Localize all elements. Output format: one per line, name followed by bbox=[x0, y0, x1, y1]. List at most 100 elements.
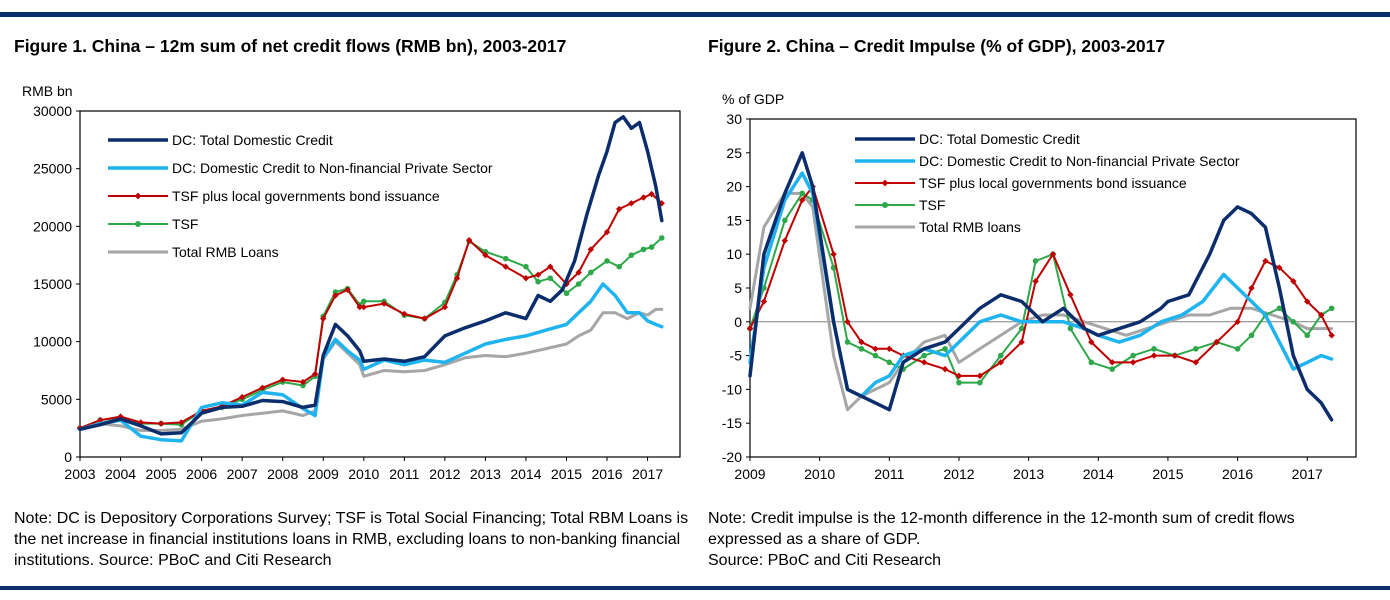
data-point-tsf bbox=[977, 379, 983, 386]
x-tick-label: 2017 bbox=[1292, 466, 1323, 482]
legend-label-dc_private: DC: Domestic Credit to Non-financial Pri… bbox=[172, 160, 493, 176]
data-point-tsf_plus bbox=[640, 194, 647, 201]
data-point-tsf_plus bbox=[587, 246, 595, 253]
data-point-tsf bbox=[1248, 332, 1255, 339]
x-tick-label: 2012 bbox=[429, 466, 460, 482]
data-point-tsf_plus bbox=[1276, 264, 1283, 271]
x-tick-label: 2014 bbox=[1083, 466, 1114, 482]
data-point-tsf_plus bbox=[1328, 332, 1335, 339]
data-point-tsf_plus bbox=[658, 200, 665, 207]
data-point-tsf_plus bbox=[1049, 251, 1057, 258]
data-point-tsf bbox=[575, 281, 582, 287]
y-tick-label: 15 bbox=[726, 212, 742, 228]
data-point-tsf_plus bbox=[920, 359, 928, 366]
x-tick-label: 2016 bbox=[1222, 466, 1253, 482]
data-point-tsf_plus bbox=[941, 365, 949, 373]
legend-label-rmb_loans: Total RMB Loans bbox=[172, 244, 279, 260]
legend-marker-tsf_plus bbox=[881, 179, 889, 187]
data-point-tsf_plus bbox=[356, 303, 363, 311]
data-point-tsf_plus bbox=[1129, 359, 1137, 366]
data-point-tsf bbox=[648, 244, 655, 250]
data-point-tsf_plus bbox=[1290, 278, 1297, 285]
x-tick-label: 2008 bbox=[267, 466, 298, 482]
data-point-tsf_plus bbox=[157, 420, 165, 427]
data-point-tsf_plus bbox=[1317, 311, 1325, 319]
x-tick-label: 2004 bbox=[105, 466, 136, 482]
data-point-tsf_plus bbox=[1234, 318, 1241, 325]
y-tick-label: 0 bbox=[734, 314, 742, 330]
legend-label-tsf_plus: TSF plus local governments bond issuance bbox=[919, 175, 1187, 191]
data-point-tsf_plus bbox=[615, 205, 623, 213]
data-point-tsf bbox=[1032, 258, 1039, 264]
x-tick-label: 2015 bbox=[1152, 466, 1183, 482]
series-line-rmb_loans bbox=[748, 191, 1334, 412]
data-point-tsf bbox=[858, 346, 865, 352]
data-point-tsf_plus bbox=[1088, 338, 1095, 346]
data-point-tsf_plus bbox=[547, 263, 554, 270]
data-point-tsf_plus bbox=[401, 310, 408, 318]
y-tick-label: 5000 bbox=[41, 391, 72, 407]
data-point-tsf_plus bbox=[1262, 257, 1269, 265]
data-point-tsf bbox=[658, 235, 665, 241]
x-tick-label: 2011 bbox=[874, 466, 904, 482]
x-tick-label: 2003 bbox=[64, 466, 95, 482]
data-point-tsf_plus bbox=[299, 378, 307, 386]
data-point-tsf bbox=[886, 359, 893, 366]
data-point-tsf bbox=[1151, 346, 1157, 352]
data-point-tsf_plus bbox=[830, 251, 837, 258]
top-rule bbox=[0, 12, 1390, 17]
x-tick-label: 2009 bbox=[734, 466, 765, 482]
legend-label-rmb_loans: Total RMB loans bbox=[919, 219, 1021, 235]
data-point-tsf_plus bbox=[1171, 352, 1179, 359]
data-point-tsf bbox=[1130, 352, 1136, 359]
data-point-tsf bbox=[547, 275, 554, 282]
y-tick-label: 20000 bbox=[33, 218, 72, 234]
data-point-tsf_plus bbox=[311, 370, 319, 378]
data-point-tsf bbox=[502, 255, 509, 262]
x-tick-label: 2009 bbox=[308, 466, 339, 482]
data-point-tsf_plus bbox=[575, 269, 582, 276]
legend-label-tsf: TSF bbox=[172, 216, 198, 232]
data-point-tsf_plus bbox=[603, 228, 611, 236]
y-tick-label: -20 bbox=[722, 449, 742, 465]
legend-label-dc_private: DC: Domestic Credit to Non-financial Pri… bbox=[919, 153, 1240, 169]
series-line-rmb_loans bbox=[78, 307, 664, 432]
data-point-tsf_plus bbox=[760, 298, 768, 305]
data-point-tsf bbox=[799, 190, 806, 197]
data-point-tsf bbox=[1328, 305, 1335, 312]
y-axis-unit-label: % of GDP bbox=[722, 91, 784, 107]
data-point-tsf bbox=[1304, 332, 1311, 339]
data-point-tsf_plus bbox=[872, 345, 879, 353]
series-line-dc_total bbox=[78, 115, 664, 436]
legend-label-tsf: TSF bbox=[919, 197, 945, 213]
data-point-tsf_plus bbox=[886, 345, 893, 353]
y-tick-label: -10 bbox=[722, 381, 742, 397]
data-point-tsf bbox=[563, 290, 570, 297]
data-point-tsf bbox=[300, 382, 306, 389]
data-point-tsf_plus bbox=[279, 376, 286, 383]
data-point-tsf bbox=[942, 346, 948, 352]
x-tick-label: 2005 bbox=[146, 466, 177, 482]
data-point-tsf bbox=[332, 289, 339, 295]
x-tick-label: 2010 bbox=[804, 466, 835, 482]
data-point-tsf_plus bbox=[482, 251, 489, 259]
data-point-tsf_plus bbox=[1109, 359, 1116, 366]
x-tick-label: 2013 bbox=[470, 466, 501, 482]
data-point-tsf bbox=[844, 339, 851, 345]
data-point-tsf bbox=[1067, 325, 1074, 332]
y-tick-label: 30000 bbox=[33, 103, 72, 119]
data-point-tsf_plus bbox=[332, 292, 339, 299]
data-point-tsf bbox=[628, 252, 635, 258]
data-point-tsf_plus bbox=[465, 236, 473, 244]
data-point-tsf_plus bbox=[259, 384, 266, 391]
x-tick-label: 2014 bbox=[510, 466, 541, 482]
series-line-dc_total bbox=[748, 151, 1334, 422]
x-tick-label: 2015 bbox=[551, 466, 582, 482]
data-point-tsf_plus bbox=[380, 300, 388, 307]
bottom-rule bbox=[0, 586, 1390, 590]
data-point-tsf_plus bbox=[522, 275, 530, 282]
legend-marker-tsf_plus bbox=[134, 192, 142, 200]
x-tick-label: 2011 bbox=[389, 466, 419, 482]
x-tick-label: 2007 bbox=[227, 466, 258, 482]
data-point-tsf_plus bbox=[799, 196, 806, 204]
